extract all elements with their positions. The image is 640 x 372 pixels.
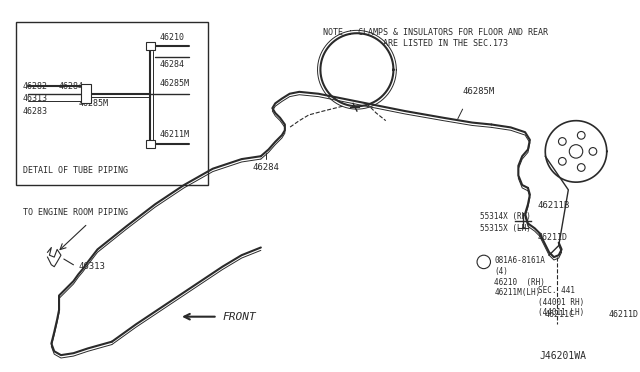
Circle shape (570, 145, 583, 158)
Text: NOTE : CLAMPS & INSULATORS FOR FLOOR AND REAR: NOTE : CLAMPS & INSULATORS FOR FLOOR AND… (323, 28, 548, 38)
Text: 46211M: 46211M (160, 130, 190, 139)
Text: 46211D: 46211D (538, 233, 568, 243)
Text: 46211M(LH): 46211M(LH) (494, 288, 541, 297)
Circle shape (577, 164, 585, 171)
Text: 46210: 46210 (160, 33, 185, 42)
Text: 46210  (RH): 46210 (RH) (494, 278, 545, 286)
Text: 46313: 46313 (78, 262, 105, 271)
Text: 55314X (RH): 55314X (RH) (480, 212, 531, 221)
Text: 46283: 46283 (22, 106, 47, 116)
Circle shape (477, 255, 490, 269)
Text: 46211C: 46211C (544, 310, 574, 319)
Text: 46284: 46284 (252, 163, 279, 172)
Text: TO ENGINE ROOM PIPING: TO ENGINE ROOM PIPING (22, 208, 127, 217)
Text: J46201WA: J46201WA (540, 351, 586, 361)
Text: 46211D: 46211D (609, 310, 639, 319)
Text: SEC. 441: SEC. 441 (538, 286, 575, 295)
Text: DETAIL OF TUBE PIPING: DETAIL OF TUBE PIPING (22, 166, 127, 176)
Text: 46285M: 46285M (78, 99, 108, 108)
Text: (44011 LH): (44011 LH) (538, 308, 584, 317)
Text: 55315X (LH): 55315X (LH) (480, 224, 531, 233)
Circle shape (559, 138, 566, 145)
Circle shape (577, 131, 585, 139)
Text: (4): (4) (494, 267, 508, 276)
Text: 46284: 46284 (59, 81, 84, 90)
Circle shape (589, 148, 596, 155)
Text: 46282: 46282 (22, 81, 47, 90)
Text: FRONT: FRONT (222, 312, 256, 322)
Text: 46285M: 46285M (160, 79, 190, 88)
Circle shape (559, 157, 566, 165)
Text: B: B (482, 259, 486, 265)
Text: 46285M: 46285M (463, 87, 495, 96)
Bar (145, 42, 155, 49)
Text: 46211B: 46211B (538, 201, 570, 211)
Text: 46284: 46284 (160, 60, 185, 69)
Text: 46313: 46313 (22, 94, 47, 103)
Text: (44001 RH): (44001 RH) (538, 298, 584, 307)
Text: ARE LISTED IN THE SEC.173: ARE LISTED IN THE SEC.173 (323, 39, 508, 48)
Text: 081A6-8161A: 081A6-8161A (494, 256, 545, 266)
Bar (16, 22, 208, 185)
Bar (145, 140, 155, 148)
Bar (81, 84, 91, 103)
